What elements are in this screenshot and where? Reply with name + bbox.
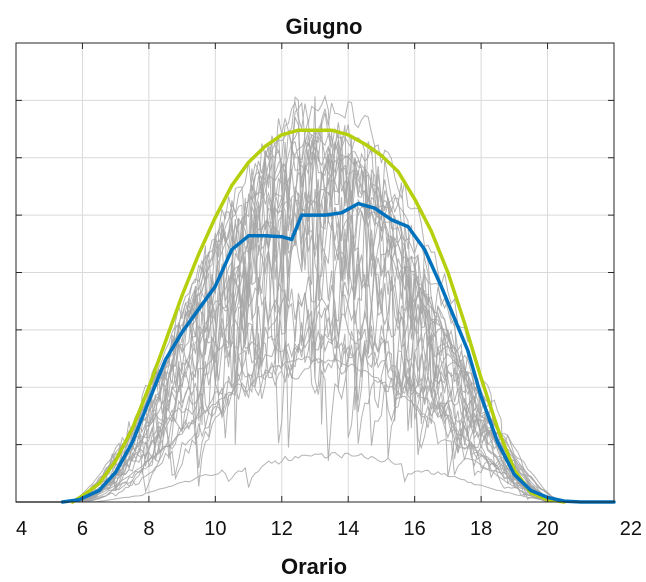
chart-title: Giugno xyxy=(286,14,363,39)
envelope-line xyxy=(70,128,566,504)
x-tick-label-6: 16 xyxy=(404,518,426,540)
daily-profile-20 xyxy=(65,179,578,503)
x-tick-label-8: 20 xyxy=(536,518,558,540)
daily-profile-9 xyxy=(65,207,578,503)
x-tick-label-5: 14 xyxy=(337,518,359,540)
daily-profile-16 xyxy=(65,331,578,503)
daily-profile-22 xyxy=(65,353,578,503)
x-tick-label-7: 18 xyxy=(470,518,492,540)
daily-profile-6 xyxy=(65,255,578,503)
daily-profile-27 xyxy=(65,356,578,503)
daily-profile-18 xyxy=(65,284,578,503)
axes xyxy=(15,42,615,503)
x-axis-label: Orario xyxy=(281,554,347,579)
daily-profile-28 xyxy=(65,96,578,503)
x-tick-label-1: 6 xyxy=(77,518,88,540)
mean-line xyxy=(60,201,616,504)
x-tick-label-9: 22 xyxy=(620,518,642,540)
x-tick-label-0: 4 xyxy=(16,518,27,540)
x-tick-label-4: 12 xyxy=(271,518,293,540)
daily-profile-29 xyxy=(65,177,578,503)
x-tick-label-3: 10 xyxy=(204,518,226,540)
x-tick-labels: 4 6 8 10 12 14 16 18 20 22 xyxy=(16,518,642,540)
daily-profiles xyxy=(16,94,578,503)
x-tick-label-2: 8 xyxy=(143,518,154,540)
daily-profile-17 xyxy=(65,307,578,503)
summary-series xyxy=(60,128,616,504)
daily-profile-0 xyxy=(65,451,578,503)
daily-profile-19 xyxy=(65,187,578,503)
